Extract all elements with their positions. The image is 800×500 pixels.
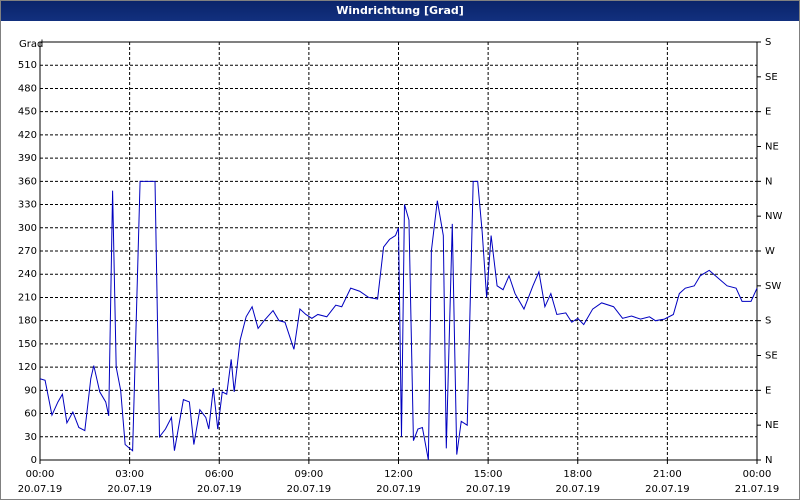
y-tick-label: 510	[18, 60, 37, 71]
y-tick-label: 180	[18, 316, 37, 327]
y2-tick-label: SW	[765, 281, 781, 292]
y2-tick-label: W	[765, 246, 775, 257]
title-bar: Windrichtung [Grad]	[1, 1, 799, 21]
y-tick-label: 420	[18, 130, 37, 141]
chart: Grad 0 30 60 90 120 150 180 210 240 270 300 330 360 39…	[18, 37, 783, 495]
y-axis-label: Grad	[19, 39, 43, 50]
x-tick-date: 20.07.19	[555, 484, 600, 495]
y2-tick-label: E	[765, 107, 771, 118]
y2-tick-label: NE	[765, 420, 779, 431]
x-tick-date: 21.07.19	[735, 484, 780, 495]
y2-tick-label: S	[765, 316, 771, 327]
x-tick-label: 15:00	[474, 469, 503, 480]
data-line	[39, 180, 758, 461]
y-tick-label: 150	[18, 339, 37, 350]
y-tick-label: 210	[18, 292, 37, 303]
y-tick-label: 390	[18, 153, 37, 164]
x-tick-label: 09:00	[294, 469, 323, 480]
y-tick-label: 330	[18, 200, 37, 211]
y-tick-label: 480	[18, 83, 37, 94]
y2-tick-label: N	[765, 455, 772, 466]
y-tick-label: 90	[24, 385, 37, 396]
y-tick-label: 450	[18, 107, 37, 118]
y-tick-label: 120	[18, 362, 37, 373]
y-tick-label: 300	[18, 223, 37, 234]
plot-border	[39, 41, 758, 461]
x-tick-date: 20.07.19	[197, 484, 242, 495]
x-tick-label: 06:00	[205, 469, 234, 480]
x-tick-label: 12:00	[384, 469, 413, 480]
y2-tick-label: NW	[765, 211, 782, 222]
y-tick-label: 240	[18, 269, 37, 280]
x-tick-label: 03:00	[115, 469, 144, 480]
x-tick-label: 00:00	[743, 469, 772, 480]
x-tick-date: 20.07.19	[466, 484, 511, 495]
y-tick-label: 360	[18, 176, 37, 187]
y-tick-label: 0	[31, 455, 37, 466]
x-tick-label: 18:00	[563, 469, 592, 480]
y-tick-label: 270	[18, 246, 37, 257]
x-tick-date: 20.07.19	[18, 484, 63, 495]
y2-tick-label: S	[765, 37, 771, 48]
x-tick-label: 21:00	[653, 469, 682, 480]
y2-tick-label: SE	[765, 72, 778, 83]
y-tick-label: 60	[24, 409, 37, 420]
y2-tick-label: N	[765, 176, 772, 187]
y2-tick-label: E	[765, 385, 771, 396]
x-tick-date: 20.07.19	[287, 484, 332, 495]
y2-tick-label: SE	[765, 351, 778, 362]
y-tick-label: 30	[24, 432, 37, 443]
x-tick-date: 20.07.19	[645, 484, 690, 495]
y2-tick-label: NE	[765, 142, 779, 153]
x-tick-label: 00:00	[26, 469, 55, 480]
x-tick-date: 20.07.19	[107, 484, 152, 495]
x-tick-date: 20.07.19	[376, 484, 421, 495]
